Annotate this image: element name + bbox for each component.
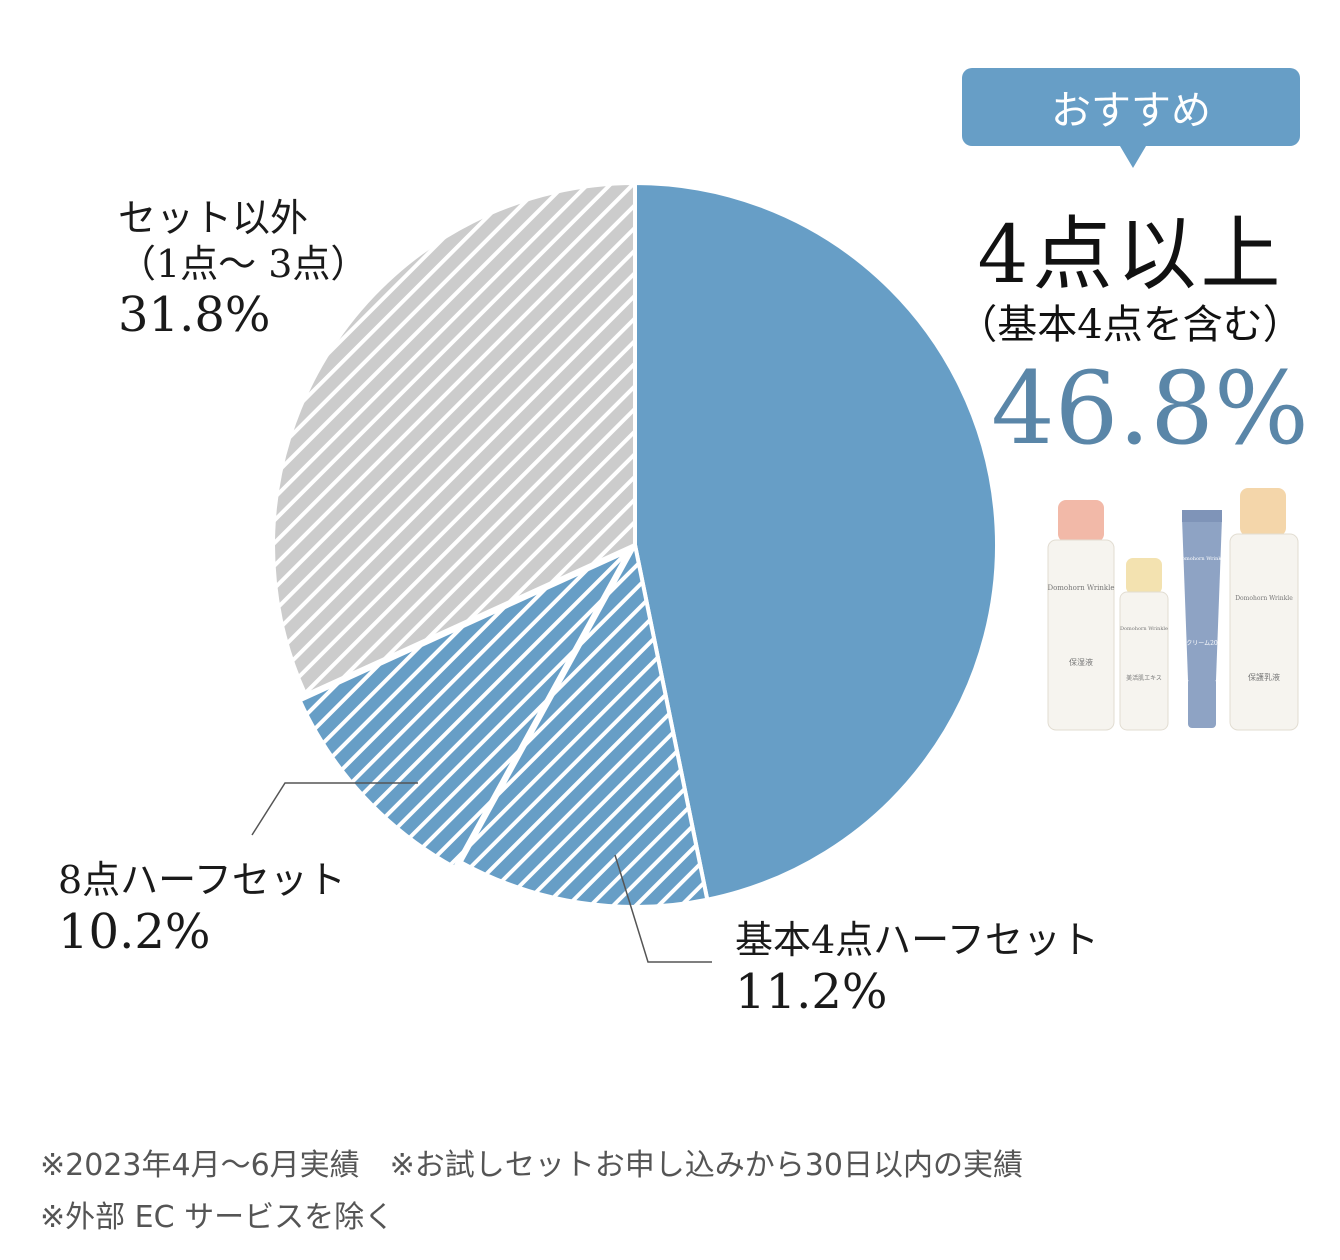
slice-four-or-more	[633, 180, 999, 903]
label-eight-half-value: 10.2%	[58, 903, 211, 960]
product-2-brand: Domohorn Wrinkle	[1120, 626, 1168, 632]
product-bottle-hydrator: Domohorn Wrinkle 保湿液	[1047, 500, 1115, 731]
label-basic4-half-name: 基本4点ハーフセット	[735, 918, 1099, 962]
label-others: セット以外 （1点〜 3点） 31.8%	[118, 196, 368, 345]
product-3-text: クリーム20	[1186, 640, 1218, 647]
slice-eight-half	[297, 546, 634, 871]
slice-basic4-half	[457, 539, 710, 909]
label-others-value: 31.8%	[118, 287, 271, 344]
label-eight-half: 8点ハーフセット 10.2%	[58, 858, 346, 961]
label-basic4-half-value: 11.2%	[735, 963, 888, 1020]
leader-line-eight-half	[251, 782, 418, 836]
product-tube-cream: Domohorn Wrinkle クリーム20	[1178, 510, 1226, 728]
label-basic4-half: 基本4点ハーフセット 11.2%	[735, 918, 1099, 1021]
product-lineup-image: Domohorn Wrinkle 保湿液 Domohorn Wrinkle 美活…	[1047, 488, 1299, 731]
recommend-badge-pointer	[1120, 146, 1146, 168]
label-eight-half-name: 8点ハーフセット	[58, 858, 346, 902]
product-1-brand: Domohorn Wrinkle	[1047, 584, 1114, 592]
leader-line-basic4-half	[614, 854, 712, 963]
product-4-text: 保護乳液	[1248, 672, 1280, 682]
product-bottle-lotion: Domohorn Wrinkle 保護乳液	[1229, 488, 1299, 731]
leader-lines	[251, 782, 712, 963]
product-bottle-essence: Domohorn Wrinkle 美活肌エキス	[1119, 558, 1169, 731]
footnote-exclusion: ※外部 EC サービスを除く	[40, 1200, 395, 1235]
product-4-brand: Domohorn Wrinkle	[1235, 595, 1293, 602]
product-1-text: 保湿液	[1069, 657, 1093, 667]
footnote-period: ※2023年4月〜6月実績 ※お試しセットお申し込みから30日以内の実績	[40, 1148, 1023, 1183]
product-3-brand: Domohorn Wrinkle	[1178, 556, 1226, 562]
recommend-badge: おすすめ	[962, 68, 1300, 146]
label-others-name: セット以外	[118, 196, 309, 240]
recommend-title: 4点以上	[977, 208, 1285, 301]
pie-slices	[271, 180, 999, 909]
recommend-subtitle: （基本4点を含む）	[957, 302, 1303, 348]
product-2-text: 美活肌エキス	[1126, 674, 1162, 682]
label-others-sub: （1点〜 3点）	[118, 241, 369, 286]
recommend-percent: 46.8%	[991, 350, 1309, 467]
slice-others	[271, 180, 637, 698]
